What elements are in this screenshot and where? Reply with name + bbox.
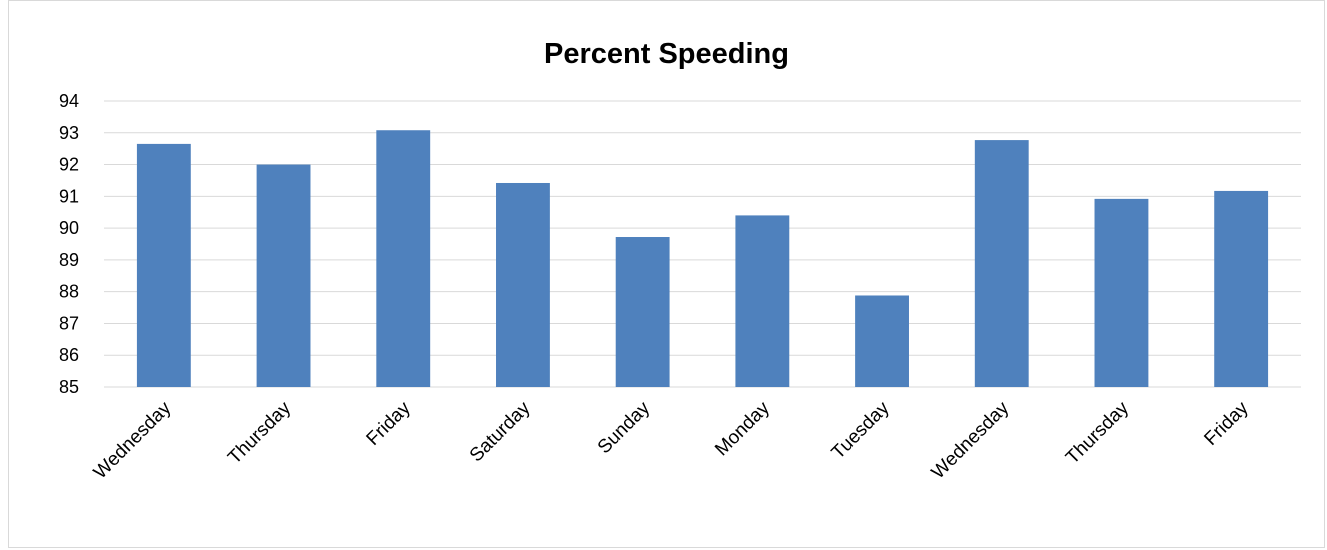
bar [1214,190,1269,387]
bar [256,164,311,387]
bar [615,237,670,387]
y-tick-label: 89 [59,250,79,270]
bar [496,182,550,387]
y-tick-label: 87 [59,313,79,333]
x-tick-label: Monday [711,397,774,460]
x-tick-label: Sunday [594,397,655,458]
chart-title: Percent Speeding [544,38,789,70]
x-tick-label: Tuesday [828,397,894,463]
y-tick-label: 93 [59,123,79,143]
y-tick-label: 94 [59,91,79,111]
x-tick-label: Saturday [466,397,535,466]
y-tick-label: 86 [59,345,79,365]
bar [855,295,909,387]
y-tick-label: 91 [59,186,79,206]
bar [376,130,431,388]
x-tick-label: Thursday [1062,397,1133,468]
y-tick-label: 88 [59,282,79,302]
x-axis-ticks: Wednesday Thursday Friday Saturday Sunday Mon… [90,397,1253,483]
x-tick-label: Friday [1201,397,1254,450]
bar [974,140,1029,387]
y-tick-label: 92 [59,155,79,175]
y-axis-ticks: 85 86 87 88 89 90 91 92 93 94 [59,91,79,397]
bar [136,143,191,387]
x-tick-label: Wednesday [928,397,1014,483]
bar [1094,198,1149,387]
y-tick-label: 85 [59,377,79,397]
y-tick-label: 90 [59,218,79,238]
bars [136,130,1269,388]
x-tick-label: Wednesday [90,397,176,483]
x-tick-label: Friday [363,397,416,450]
bar [735,215,790,387]
x-tick-label: Thursday [224,397,295,468]
